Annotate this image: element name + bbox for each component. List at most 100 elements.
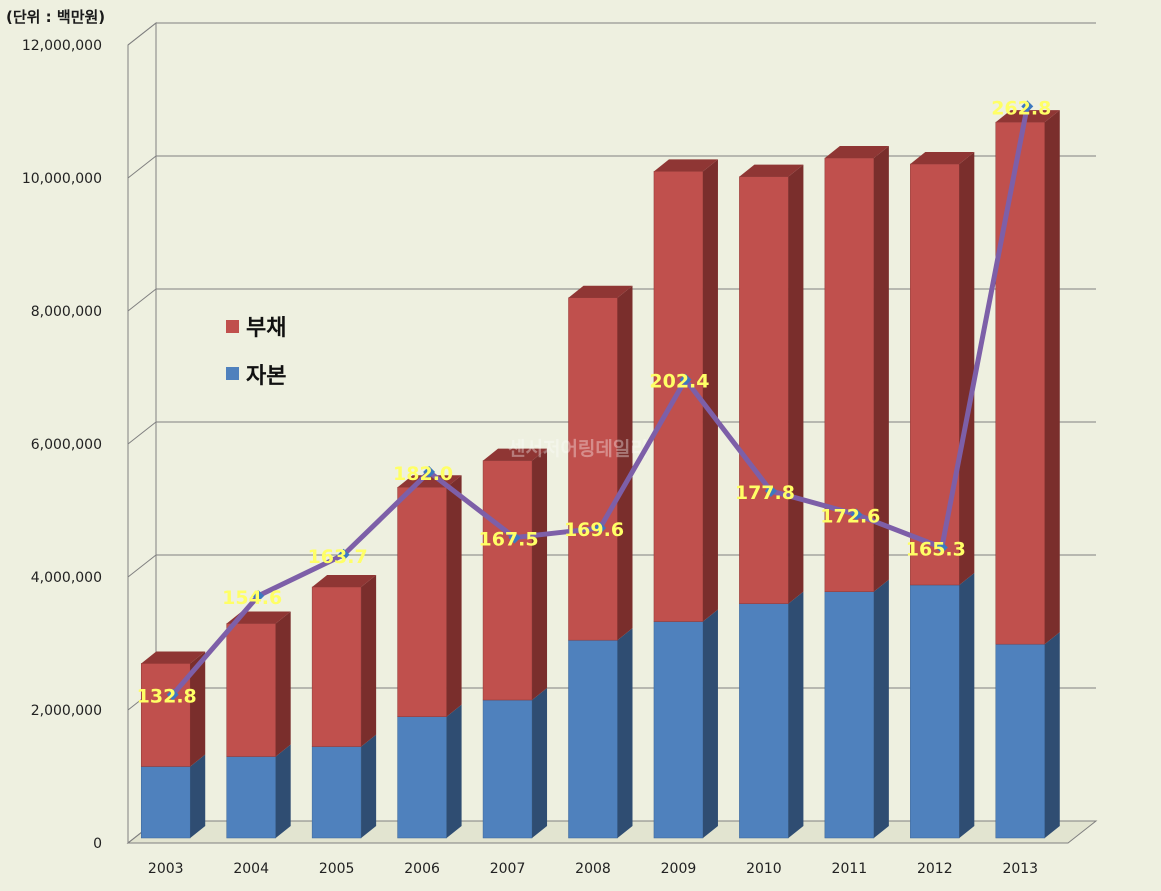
bar-equity-side-2003 <box>190 754 206 838</box>
y-tick-label: 8,000,000 <box>31 304 102 320</box>
bar-debt-2004 <box>226 623 276 757</box>
x-tick-label: 2009 <box>661 861 697 877</box>
y-tick-label: 6,000,000 <box>31 437 102 453</box>
y-tick-label: 0 <box>93 836 102 852</box>
bar-debt-side-2010 <box>788 164 804 604</box>
ratio-point <box>166 688 179 701</box>
ratio-label: 182.0 <box>393 463 453 485</box>
ratio-point <box>423 465 436 478</box>
bar-equity-side-2013 <box>1044 632 1060 838</box>
ratio-point <box>850 508 863 521</box>
bar-debt-2013 <box>995 121 1046 645</box>
bar-debt-top-2005 <box>312 574 377 587</box>
bar-debt-top-2007 <box>483 448 548 461</box>
ratio-line-layer <box>166 100 1034 701</box>
x-tick-label: 2005 <box>319 861 355 877</box>
x-tick-label: 2010 <box>746 861 782 877</box>
bar-debt-side-2009 <box>702 159 718 622</box>
ratio-point <box>935 541 948 554</box>
bar-debt-2010 <box>739 176 789 604</box>
bar-equity-side-2005 <box>361 734 377 838</box>
bar-equity-2007 <box>482 699 533 839</box>
ratio-point <box>679 373 692 386</box>
bar-debt-side-2007 <box>532 448 548 701</box>
ratio-label: 169.6 <box>564 519 624 541</box>
ratio-label-layer: 132.8 154.6 163.7 182.0 167.5 169.6 202.4 177.8… <box>137 97 1052 707</box>
ratio-label: 172.6 <box>820 505 880 527</box>
bar-debt-top-2011 <box>824 146 889 159</box>
bar-debt-top-2003 <box>141 651 206 664</box>
bar-debt-2012 <box>910 163 960 586</box>
gridline <box>127 155 1096 179</box>
y-tick-label: 2,000,000 <box>31 703 102 719</box>
x-tick-label: 2011 <box>832 861 868 877</box>
bar-equity-2013 <box>995 643 1046 839</box>
bar-equity-2009 <box>653 621 704 839</box>
ratio-point <box>764 484 777 497</box>
bar-debt-top-2010 <box>739 164 804 177</box>
ratio-label: 132.8 <box>137 686 197 708</box>
ratio-label: 165.3 <box>906 539 966 561</box>
bar-debt-side-2003 <box>190 651 206 767</box>
bar-equity-side-2012 <box>959 572 975 838</box>
legend-swatch-debt <box>226 320 239 333</box>
bar-equity-side-2007 <box>532 688 548 838</box>
x-tick-label: 2007 <box>490 861 526 877</box>
x-tick-label: 2012 <box>917 861 953 877</box>
ratio-point <box>252 589 265 602</box>
ratio-label: 262.8 <box>991 97 1051 119</box>
x-tick-label: 2006 <box>404 861 440 877</box>
bar-equity-2004 <box>226 756 276 839</box>
ratio-point <box>1021 100 1034 113</box>
bar-debt-side-2008 <box>617 285 633 641</box>
ratio-point <box>594 522 606 535</box>
legend: 부채 자본 <box>226 316 286 389</box>
bar-equity-side-2010 <box>788 591 804 838</box>
ratio-label: 202.4 <box>649 371 709 393</box>
bar-debt-top-2012 <box>910 152 975 165</box>
bar-debt-side-2013 <box>1044 110 1060 645</box>
ratio-point <box>508 531 521 544</box>
bar-debt-top-2009 <box>653 159 718 172</box>
legend-label-debt: 부채 <box>246 316 286 341</box>
bar-equity-side-2008 <box>617 628 633 838</box>
bar-equity-2012 <box>910 584 960 839</box>
bar-debt-side-2011 <box>873 146 889 592</box>
watermark: 센서저어링데일리 <box>508 438 648 460</box>
bar-debt-2007 <box>482 460 533 701</box>
bar-debt-2003 <box>140 663 191 767</box>
bar-equity-2005 <box>311 746 362 839</box>
x-tick-label: 2008 <box>575 861 611 877</box>
legend-swatch-equity <box>226 367 239 380</box>
bar-equity-side-2009 <box>702 609 718 838</box>
bar-debt-2006 <box>397 486 447 717</box>
bar-equity-2003 <box>140 766 191 839</box>
x-tick-label: 2003 <box>148 861 184 877</box>
y-tick-label: 4,000,000 <box>31 570 102 586</box>
bar-equity-side-2006 <box>446 704 462 838</box>
bar-equity-2011 <box>824 591 875 839</box>
bar-debt-side-2005 <box>361 574 377 747</box>
bar-debt-top-2008 <box>568 285 633 298</box>
bar-debt-side-2006 <box>446 475 462 717</box>
y-axis: 0 2,000,000 4,000,000 6,000,000 8,000,000 10,… <box>22 38 102 852</box>
ratio-label: 177.8 <box>735 482 795 504</box>
unit-label: (단위 : 백만원) <box>6 8 106 26</box>
legend-label-equity: 자본 <box>246 364 286 389</box>
x-tick-label: 2004 <box>233 861 269 877</box>
bar-equity-side-2011 <box>873 579 889 838</box>
ratio-label: 167.5 <box>478 529 538 551</box>
bar-debt-2008 <box>568 297 618 641</box>
x-axis: 2003 2004 2005 2006 2007 2008 2009 2010 2011 2012… <box>148 861 1038 877</box>
y-tick-label: 12,000,000 <box>22 38 102 54</box>
ratio-label: 154.6 <box>222 587 282 609</box>
bar-debt-2005 <box>311 586 362 747</box>
bar-debt-side-2004 <box>275 611 291 757</box>
bar-debt-side-2012 <box>959 152 975 585</box>
bar-equity-2008 <box>568 639 618 839</box>
gridline <box>127 22 1096 46</box>
bar-equity-side-2004 <box>275 744 291 838</box>
ratio-point <box>337 548 350 561</box>
bar-equity-2006 <box>397 716 447 839</box>
